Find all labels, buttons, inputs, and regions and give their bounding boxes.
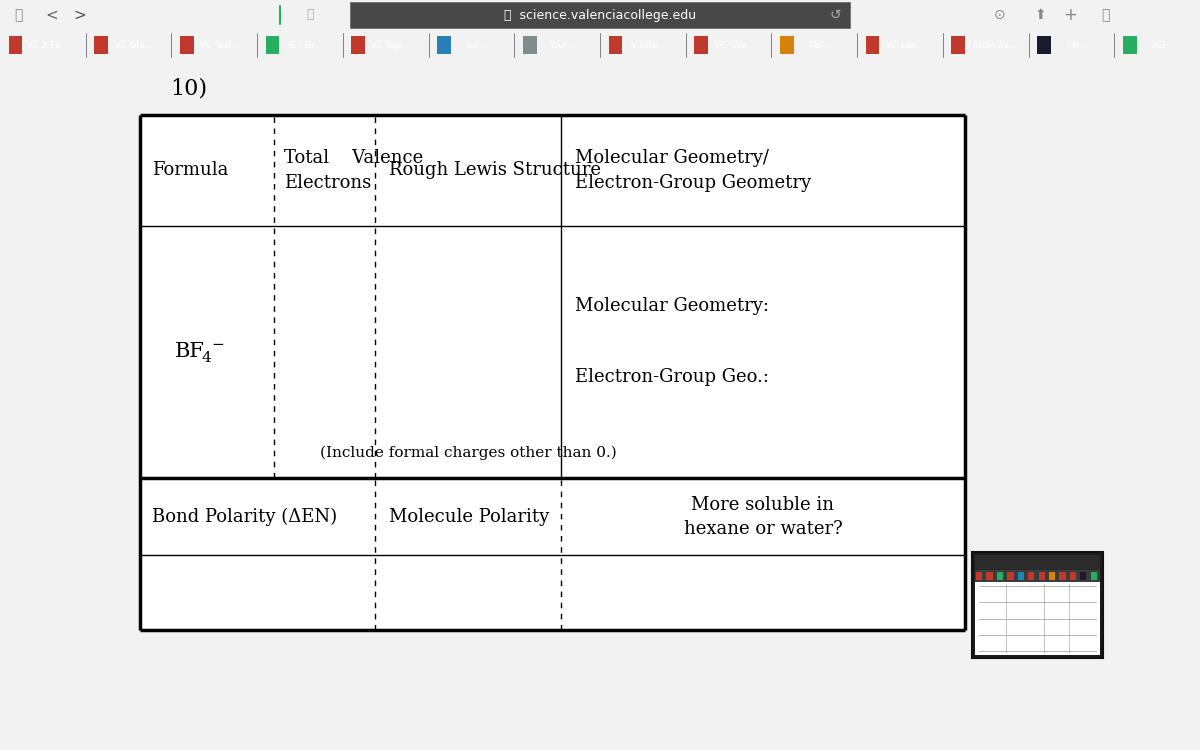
Text: Your...: Your...	[550, 40, 575, 50]
Bar	[95, 36, 108, 54]
Text: BF: BF	[175, 343, 205, 362]
Bar	[1123, 36, 1136, 54]
Bar	[1038, 572, 1045, 580]
Bar	[974, 570, 1100, 582]
Text: VC 2.12...: VC 2.12...	[28, 40, 68, 50]
Text: 🔒  science.valenciacollege.edu: 🔒 science.valenciacollege.edu	[504, 8, 696, 22]
Text: ⬜: ⬜	[14, 8, 22, 22]
Bar	[972, 552, 1103, 658]
Bar	[780, 36, 793, 54]
Text: −: −	[211, 338, 223, 352]
Text: ⊙: ⊙	[994, 8, 1006, 22]
Text: 🛡: 🛡	[306, 8, 313, 22]
Text: ⬆: ⬆	[1034, 8, 1046, 22]
Bar	[1018, 572, 1024, 580]
Text: Molecular Geometry/
Electron-Group Geometry: Molecular Geometry/ Electron-Group Geome…	[575, 148, 811, 192]
Text: Ho...: Ho...	[1067, 40, 1086, 50]
Text: <: <	[46, 8, 59, 22]
Text: ↺: ↺	[829, 8, 841, 22]
Bar	[1080, 572, 1086, 580]
Bar	[695, 36, 708, 54]
Bar	[952, 36, 965, 54]
Text: >: >	[73, 8, 86, 22]
Text: Bond Polarity (ΔEN): Bond Polarity (ΔEN)	[152, 508, 337, 526]
Bar	[180, 36, 193, 54]
Text: ⬜: ⬜	[1100, 8, 1109, 22]
Bar	[140, 115, 965, 630]
Bar	[352, 36, 365, 54]
Text: 10): 10)	[170, 77, 208, 99]
Bar	[976, 572, 983, 580]
Bar	[1028, 572, 1034, 580]
Bar	[350, 2, 850, 28]
Bar	[997, 572, 1003, 580]
Bar	[1007, 572, 1014, 580]
Text: Loc...: Loc...	[466, 40, 488, 50]
Text: G - Gr...: G - Gr...	[289, 40, 322, 50]
Bar	[1069, 572, 1076, 580]
Bar	[265, 36, 280, 54]
Text: Formula: Formula	[152, 161, 228, 179]
Text: Rough Lewis Structure: Rough Lewis Structure	[389, 161, 601, 179]
Text: Mol...: Mol...	[808, 40, 830, 50]
Bar	[1049, 572, 1055, 580]
Text: Electron-Group Geo.:: Electron-Group Geo.:	[575, 368, 769, 386]
Text: VC Test...: VC Test...	[199, 40, 239, 50]
Bar	[1060, 572, 1066, 580]
Text: VC Gra...: VC Gra...	[115, 40, 152, 50]
Text: V https://s...: V https://s...	[965, 40, 1016, 50]
Bar	[1037, 36, 1051, 54]
Text: VC *We...: VC *We...	[714, 40, 754, 50]
Text: 4: 4	[202, 351, 211, 365]
Text: More soluble in
hexane or water?: More soluble in hexane or water?	[684, 496, 842, 538]
Bar	[608, 36, 623, 54]
Text: (Include formal charges other than 0.): (Include formal charges other than 0.)	[319, 446, 617, 460]
Text: OCl...: OCl...	[1151, 40, 1174, 50]
Text: Molecule Polarity: Molecule Polarity	[389, 508, 550, 526]
Text: VC Topi...: VC Topi...	[371, 40, 410, 50]
Bar	[974, 555, 1100, 570]
Text: VC Lab...: VC Lab...	[886, 40, 924, 50]
Text: +: +	[1063, 6, 1076, 24]
Text: Molecular Geometry:: Molecular Geometry:	[575, 298, 769, 316]
Bar	[1091, 572, 1097, 580]
Bar	[974, 555, 1100, 655]
Bar	[986, 572, 992, 580]
Bar	[865, 36, 880, 54]
Text: Total    Valence
Electrons: Total Valence Electrons	[284, 148, 424, 192]
Bar	[523, 36, 536, 54]
Bar	[437, 36, 451, 54]
Text: V http...: V http...	[631, 40, 665, 50]
Bar	[8, 36, 23, 54]
